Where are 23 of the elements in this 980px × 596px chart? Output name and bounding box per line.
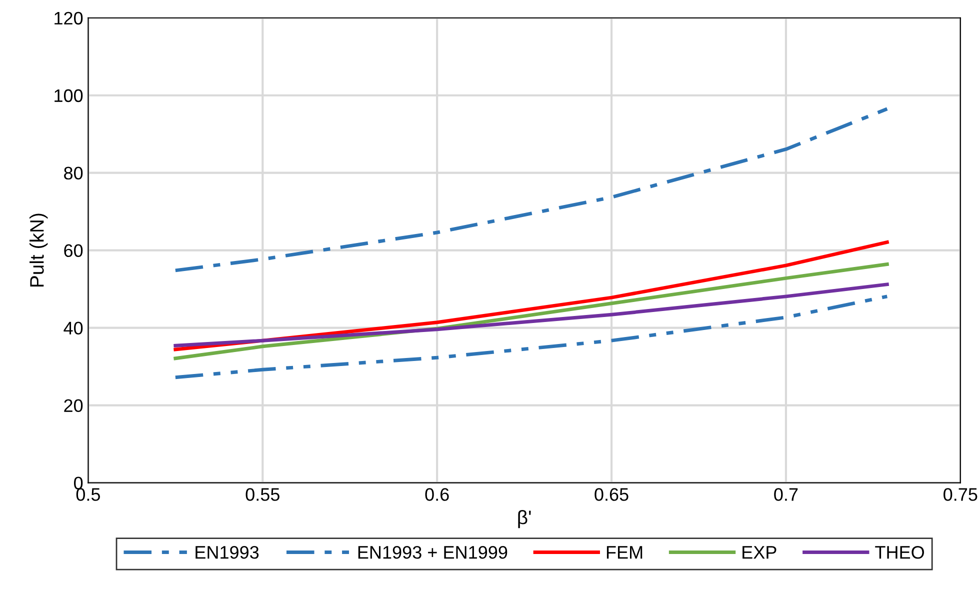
legend-label: THEO xyxy=(875,546,924,559)
x-tick-label: 0.55 xyxy=(246,488,280,501)
y-tick-label: 0 xyxy=(74,476,83,490)
x-tick-label: 0.65 xyxy=(594,488,628,501)
y-axis-title: Pult (kN) xyxy=(30,214,48,287)
x-tick-label: 0.7 xyxy=(774,488,798,501)
y-tick-label: 80 xyxy=(64,166,83,180)
y-tick-label: 100 xyxy=(54,89,83,102)
x-tick-label: 0.5 xyxy=(76,488,100,501)
y-tick-label: 20 xyxy=(64,399,83,412)
y-tick-label: 40 xyxy=(64,322,83,335)
y-tick-label: 120 xyxy=(54,12,83,25)
line-series xyxy=(174,107,889,272)
legend-label: EXP xyxy=(742,546,776,559)
x-tick-label: 0.6 xyxy=(425,488,449,501)
legend-label: EN1993 + EN1999 xyxy=(358,546,508,559)
legend-label: FEM xyxy=(606,546,642,559)
y-tick-label: 60 xyxy=(64,244,83,258)
x-tick-label: 0.75 xyxy=(944,488,978,501)
line-series xyxy=(174,282,889,348)
x-axis-title: β' xyxy=(518,510,531,528)
legend-label: EN1993 xyxy=(196,546,259,559)
line-series xyxy=(174,294,889,380)
